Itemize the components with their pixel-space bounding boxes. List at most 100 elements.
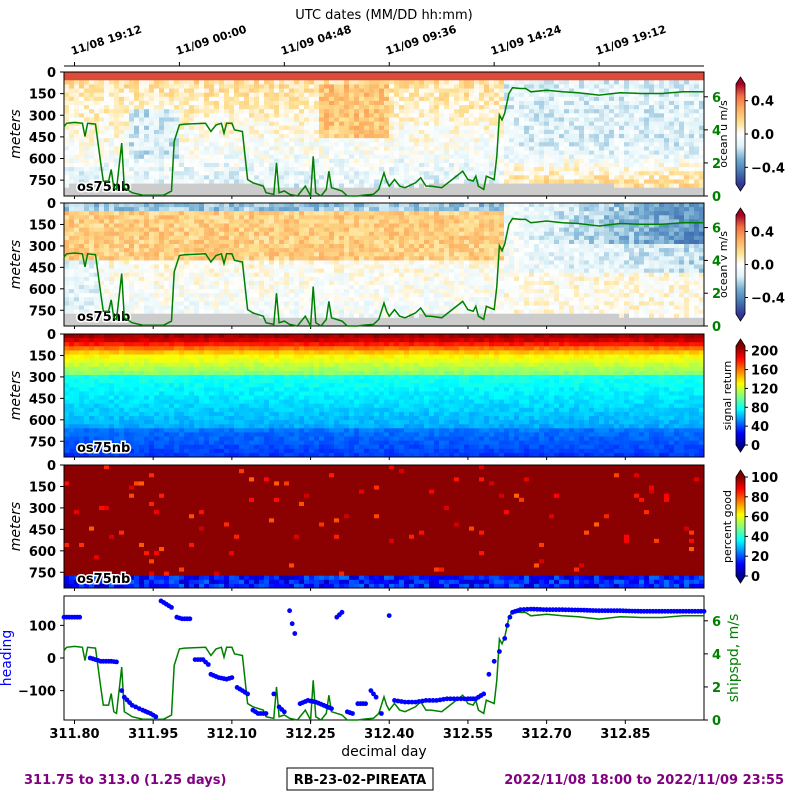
heading-point [423, 698, 429, 703]
heading-point [448, 696, 453, 702]
depth-tick-label: 750 [29, 435, 56, 450]
panel-frame [63, 202, 705, 327]
depth-tick-label: 0 [47, 66, 56, 81]
colorbar: 0 20 40 60 80 100 percent good [721, 469, 778, 585]
colorbar: 0.4 0.0 −0.4 ocean v m/s [717, 207, 785, 322]
speed-tick-label: 2 [712, 287, 721, 302]
top-date-tick-label: 11/09 09:36 [384, 23, 458, 58]
colorbar-label: ocean v m/s [717, 231, 730, 298]
x-tick-label: 312.40 [364, 727, 414, 742]
heatmap-cells [64, 72, 705, 197]
depth-tick-label: 0 [47, 459, 56, 474]
depth-tick-label: 450 [29, 392, 56, 407]
heading-point [187, 616, 193, 622]
x-axis-label: decimal day [341, 744, 426, 760]
colorbar-tick-label: 160 [751, 364, 778, 379]
speed-tick-label: 4 [712, 124, 721, 139]
ship-speed-line [63, 86, 704, 199]
heading-tick-label: 100 [29, 619, 56, 634]
speed-tick-label: 0 [712, 190, 721, 205]
heading-point [395, 698, 401, 704]
speed-tick-label: 4 [712, 254, 721, 269]
instrument-label: os75nb [77, 310, 130, 325]
instrument-label: os75nb [77, 180, 130, 195]
instrument-label: os75nb [77, 572, 130, 587]
shipspd-tick-label: 0 [712, 714, 721, 729]
heading-point [119, 688, 125, 693]
colorbar-tick-label: 120 [751, 382, 778, 397]
shipspd-tick-label: 2 [712, 681, 721, 696]
heading-point [402, 699, 408, 705]
colorbar: 0.4 0.0 −0.4 ocean u m/s [717, 76, 785, 192]
heading-tick-label: −100 [18, 685, 56, 700]
depth-tick-label: 150 [29, 480, 56, 495]
heading-point [350, 711, 355, 716]
colorbar-tick-label: 0 [751, 439, 760, 454]
panel-ocean-v: 0 150 300 450 600 750 meters os75nb 0 2 4 6 0.4 0.0 −0… [8, 197, 785, 335]
depth-tick-label: 600 [29, 545, 56, 560]
x-tick-label: 311.95 [128, 727, 178, 742]
colorbar-tick-label: 20 [751, 550, 769, 565]
top-date-tick-label: 11/08 19:12 [69, 23, 143, 58]
heading-point [371, 691, 376, 697]
footer-cruise-box [286, 767, 434, 791]
colorbar-tick-label: −0.4 [751, 161, 785, 176]
panel-percent-good: 0 150 300 450 600 750 meters os75nb 0 20 40 60 80 100… [8, 459, 778, 591]
panel-ocean-u: 0 150 300 450 600 750 meters os75nb 0 2 4 6 0.4 0.0 −0… [8, 66, 785, 205]
heading-point [329, 706, 334, 711]
x-tick-label: 312.10 [207, 727, 257, 742]
top-date-tick-label: 11/09 19:12 [594, 23, 668, 58]
heatmap-cells [64, 203, 705, 327]
footer-day-range: 311.75 to 313.0 (1.25 days) [24, 773, 226, 788]
heading-point [507, 614, 513, 620]
depth-tick-label: 300 [29, 109, 56, 124]
colorbar-tick-label: −0.4 [751, 292, 785, 307]
depth-tick-label: 750 [29, 174, 56, 189]
heading-speed-panel: 100 0 −100 0 2 4 6 heading shipspd, m/s 311.80 311… [0, 595, 742, 742]
ship-speed-line [63, 217, 704, 329]
heading-point [281, 709, 287, 715]
heading-point [525, 606, 530, 612]
depth-axis-label: meters [8, 109, 24, 158]
heading-point [504, 623, 510, 628]
colorbar-tick-label: 60 [751, 511, 769, 526]
heading-point [229, 675, 235, 680]
heading-point [386, 613, 392, 618]
depth-tick-label: 600 [29, 283, 56, 298]
heading-point [289, 621, 295, 627]
heading-point [287, 608, 292, 614]
shipspd-tick-label: 4 [712, 648, 721, 663]
heading-point [114, 659, 119, 665]
heading-point [502, 636, 508, 641]
heading-point [169, 605, 174, 610]
speed-tick-label: 0 [712, 320, 721, 335]
depth-tick-label: 300 [29, 240, 56, 255]
top-date-tick-label: 11/09 14:24 [489, 23, 563, 58]
depth-axis-label: meters [8, 240, 24, 289]
depth-tick-label: 300 [29, 371, 56, 386]
colorbar-label: percent good [721, 490, 734, 563]
x-tick-label: 311.80 [49, 727, 99, 742]
depth-tick-label: 150 [29, 349, 56, 364]
heatmap-cells [64, 334, 705, 458]
heading-point [441, 696, 446, 702]
heading-point [339, 609, 345, 615]
heading-axis-label: heading [0, 630, 15, 687]
heading-dots [61, 598, 707, 720]
colorbar-tick-label: 80 [751, 401, 769, 416]
colorbar-tick-label: 0.0 [751, 259, 774, 274]
heading-point [77, 614, 83, 620]
colorbar-label: signal return [721, 361, 734, 431]
colorbar-label: ocean u m/s [717, 100, 730, 168]
depth-tick-label: 0 [47, 328, 56, 343]
heatmap-cells [64, 465, 705, 589]
speed-tick-label: 6 [712, 222, 721, 237]
depth-tick-label: 150 [29, 88, 56, 103]
x-tick-label: 312.55 [443, 727, 493, 742]
colorbar-tick-label: 80 [751, 491, 769, 506]
colorbar-tick-label: 40 [751, 420, 769, 435]
heading-point [153, 714, 159, 720]
heading-point [205, 662, 211, 667]
top-date-tick-label: 11/09 00:00 [174, 23, 248, 58]
